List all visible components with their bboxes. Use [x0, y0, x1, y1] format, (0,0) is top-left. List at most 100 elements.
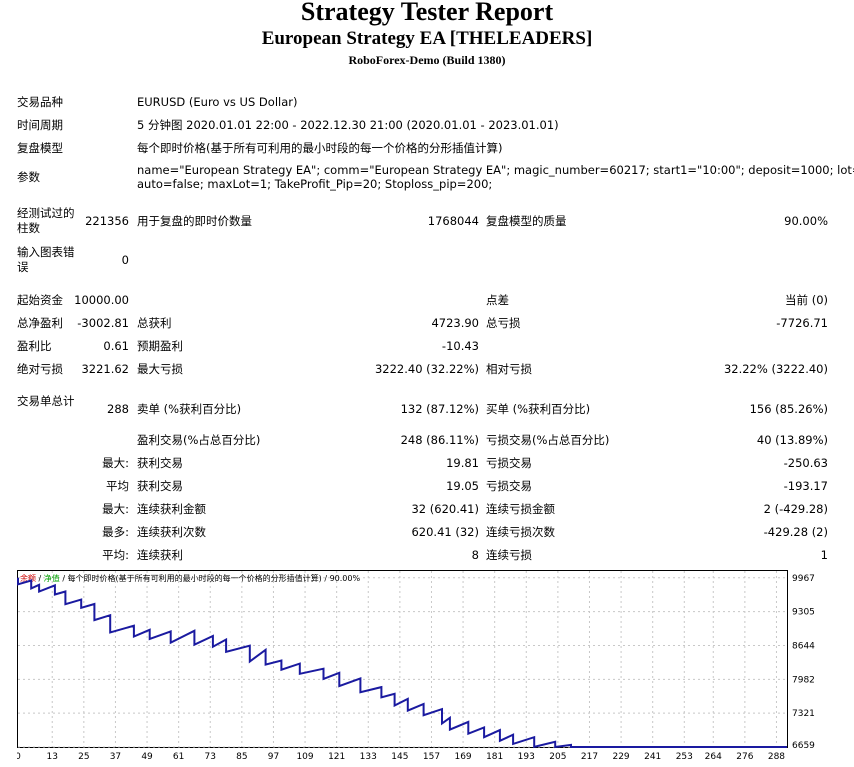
params-label: 参数 [17, 170, 40, 184]
avg-cons-losses-value: 1 [820, 548, 828, 562]
avg-cons-wins-value: 8 [471, 548, 479, 562]
x-tick-label: 276 [736, 752, 753, 762]
x-tick-label: 288 [768, 752, 785, 762]
max-drawdown-value: 3222.40 (32.22%) [374, 362, 479, 376]
gross-profit-value: 4723.90 [431, 316, 479, 330]
abs-drawdown-value: 3221.62 [81, 362, 129, 376]
total-trades-value: 288 [107, 402, 129, 416]
legend-separator-1: / [36, 574, 44, 583]
short-positions-label: 卖单 (%获利百分比) [137, 402, 242, 416]
loss-trades-value: 40 (13.89%) [756, 433, 828, 447]
x-tick-label: 37 [110, 752, 121, 762]
bars-value: 221356 [85, 214, 129, 228]
quality-value: 90.00% [784, 214, 828, 228]
long-positions-value: 156 (85.26%) [749, 402, 828, 416]
maximal-losses-value: -429.28 (2) [763, 525, 828, 539]
max-cons-wins-value: 32 (620.41) [411, 502, 479, 516]
x-tick-label: 121 [328, 752, 345, 762]
deposit-label: 起始资金 [17, 293, 63, 307]
x-tick-label: 169 [454, 752, 471, 762]
abs-drawdown-label: 绝对亏损 [17, 362, 63, 376]
x-tick-label: 61 [173, 752, 184, 762]
x-tick-label: 193 [518, 752, 535, 762]
maximal-losses-label: 连续亏损次数 [486, 525, 555, 539]
symbol-label: 交易品种 [17, 95, 63, 109]
profit-trades-label: 盈利交易(%占总百分比) [137, 433, 261, 447]
x-tick-label: 145 [391, 752, 408, 762]
average-profit-value: 19.05 [446, 479, 479, 493]
x-tick-label: 217 [581, 752, 598, 762]
errors-label: 输入图表错误 [17, 245, 75, 274]
x-tick-label: 253 [676, 752, 693, 762]
maximal-wins-label: 连续获利次数 [137, 525, 206, 539]
x-tick-label: 241 [644, 752, 661, 762]
profit-trades-value: 248 (86.11%) [400, 433, 479, 447]
max-cons-losses-value: 2 (-429.28) [763, 502, 828, 516]
report-title: Strategy Tester Report [300, 0, 554, 26]
profit-factor-label: 盈利比 [17, 339, 52, 353]
y-tick-label: 7321 [792, 709, 815, 719]
server-build: RoboForex-Demo (Build 1380) [348, 53, 506, 67]
largest-loss-label: 亏损交易 [486, 456, 532, 470]
chart-header: 余额 / 净值 / 每个即时价格(基于所有可利用的最小时段的每一个价格的分形插值… [20, 573, 360, 583]
average-profit-label: 获利交易 [137, 479, 183, 493]
legend-equity: 净值 [44, 573, 60, 583]
y-tick-label: 9305 [792, 608, 815, 618]
ticks-label: 用于复盘的即时价数量 [137, 214, 252, 228]
x-tick-label: 229 [612, 752, 629, 762]
bars-label: 经测试过的柱数 [17, 206, 75, 235]
x-tick-label: 49 [141, 752, 153, 762]
legend-balance: 余额 [20, 573, 36, 583]
period-label: 时间周期 [17, 118, 63, 132]
quality-label: 复盘模型的质量 [486, 214, 567, 228]
params-line-1: name="European Strategy EA"; comm="Europ… [137, 163, 854, 177]
spread-value: 当前 (0) [785, 293, 828, 307]
deposit-value: 10000.00 [74, 293, 129, 307]
ticks-value: 1768044 [427, 214, 479, 228]
avg-cons-losses-label: 连续亏损 [486, 548, 532, 562]
x-tick-label: 13 [47, 752, 58, 762]
legend-model-quality: / 每个即时价格(基于所有可利用的最小时段的每一个价格的分形插值计算) / 90… [60, 573, 361, 583]
total-trades-label: 交易单总计 [17, 394, 75, 408]
avg-consecutive-label: 平均: [102, 548, 129, 562]
model-value: 每个即时价格(基于所有可利用的最小时段的每一个价格的分形插值计算) [137, 141, 503, 155]
gross-profit-label: 总获利 [137, 316, 172, 330]
x-tick-label: 157 [423, 752, 440, 762]
long-positions-label: 买单 (%获利百分比) [486, 402, 591, 416]
x-tick-label: 0 [17, 752, 21, 762]
average-loss-label: 亏损交易 [486, 479, 532, 493]
plot-frame [17, 570, 788, 748]
average-label: 平均 [106, 479, 129, 493]
errors-value: 0 [121, 253, 129, 267]
balance-chart: 余额 / 净值 / 每个即时价格(基于所有可利用的最小时段的每一个价格的分形插值… [17, 570, 815, 762]
short-positions-value: 132 (87.12%) [400, 402, 479, 416]
x-tick-label: 109 [296, 752, 313, 762]
x-tick-label: 85 [236, 752, 247, 762]
maximal-label: 最多: [102, 525, 129, 539]
balance-line [17, 577, 787, 749]
x-tick-label: 205 [549, 752, 566, 762]
max-consecutive-label: 最大: [102, 502, 129, 516]
net-profit-value: -3002.81 [77, 316, 129, 330]
average-loss-value: -193.17 [783, 479, 828, 493]
x-tick-label: 264 [705, 752, 722, 762]
params-line-2: auto=false; maxLot=1; TakeProfit_Pip=20;… [137, 177, 493, 191]
max-drawdown-label: 最大亏损 [137, 362, 183, 376]
y-axis: 9967 9305 8644 7982 7321 6659 [792, 574, 815, 751]
max-cons-wins-label: 连续获利金额 [137, 502, 206, 516]
symbol-value: EURUSD (Euro vs US Dollar) [137, 95, 298, 109]
spread-label: 点差 [486, 293, 509, 307]
net-profit-label: 总净盈利 [17, 316, 63, 330]
expected-payoff-value: -10.43 [441, 339, 479, 353]
expected-payoff-label: 预期盈利 [137, 339, 183, 353]
x-tick-label: 133 [360, 752, 377, 762]
x-tick-label: 97 [268, 752, 279, 762]
x-axis: 0 13 25 37 49 61 73 85 97 109 121 133 145 157 169 181 19… [17, 752, 785, 762]
x-tick-label: 25 [78, 752, 89, 762]
maximal-wins-value: 620.41 (32) [411, 525, 479, 539]
largest-label: 最大: [102, 456, 129, 470]
max-cons-losses-label: 连续亏损金额 [486, 502, 555, 516]
y-tick-label: 8644 [792, 641, 815, 651]
profit-factor-value: 0.61 [103, 339, 129, 353]
largest-profit-label: 获利交易 [137, 456, 183, 470]
